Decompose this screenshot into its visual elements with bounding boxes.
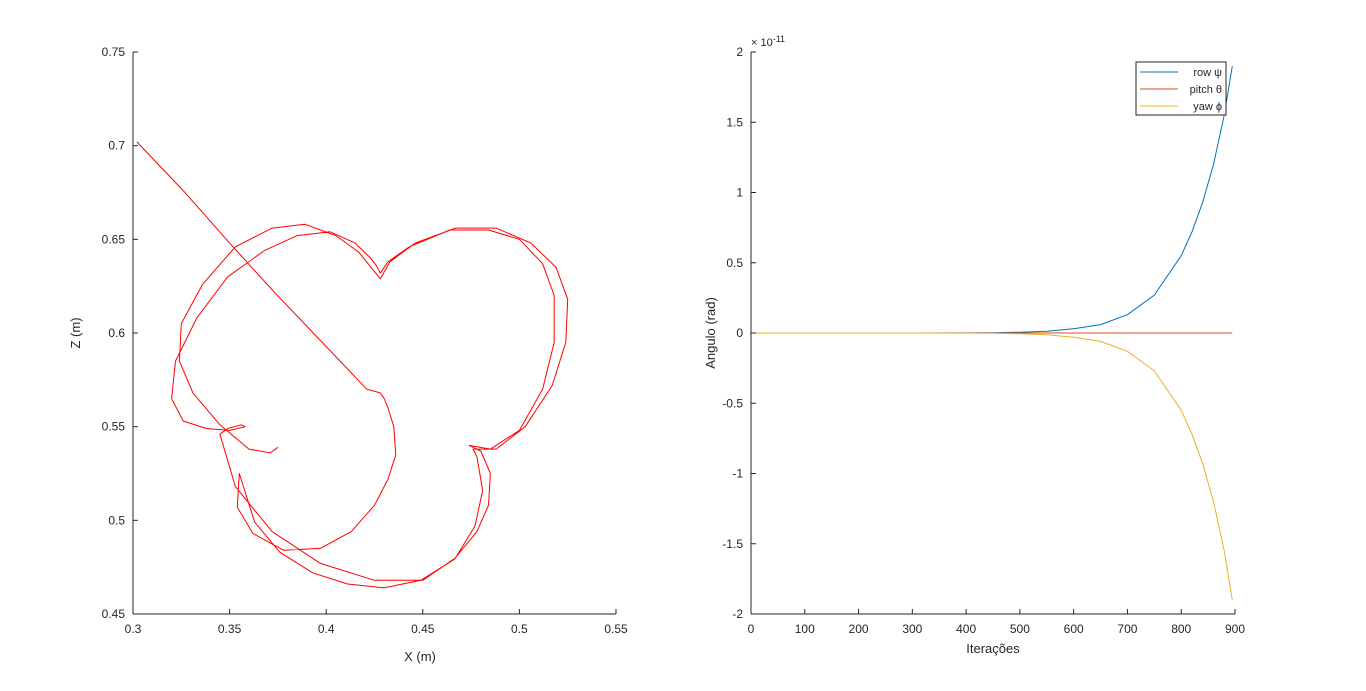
y-tick-label: -0.5 — [722, 396, 743, 410]
angle-chart: 0 100 200 300 400 500 600 700 800 900 -2 -1.5 -1 -0.5… — [703, 34, 1245, 656]
x-tick-label: 400 — [956, 622, 976, 636]
y-axis-label: Angulo (rad) — [703, 297, 718, 369]
trajectory-axes: 0.3 0.35 0.4 0.45 0.5 0.55 0.45 0.5 0.55 0.6 0.65 0… — [102, 45, 628, 636]
angle-axes: 0 100 200 300 400 500 600 700 800 900 -2 -1.5 -1 -0.5… — [722, 45, 1245, 636]
x-tick-label: 0.5 — [511, 622, 528, 636]
y-tick-label: 0.5 — [726, 256, 743, 270]
y-tick-label: 0.55 — [102, 420, 126, 434]
y-tick-label: 0.7 — [108, 139, 125, 153]
y-tick-label: 0.5 — [108, 513, 125, 527]
x-tick-label: 0.4 — [318, 622, 335, 636]
x-tick-label: 700 — [1117, 622, 1137, 636]
y-axis-label: Z (m) — [68, 317, 83, 348]
x-tick-label: 0.3 — [125, 622, 142, 636]
y-tick-label: 0.65 — [102, 232, 126, 246]
y-tick-label: -1 — [732, 467, 743, 481]
y-tick-label: 2 — [736, 45, 743, 59]
y-tick-label: 0 — [736, 326, 743, 340]
y-tick-label: 0.75 — [102, 45, 126, 59]
trajectory-plot-area — [136, 141, 569, 589]
x-tick-label: 0.45 — [411, 622, 435, 636]
series-line-2 — [751, 332, 1233, 600]
x-axis-label: Iterações — [966, 641, 1020, 656]
series-line-0 — [136, 141, 569, 589]
x-tick-label: 0 — [748, 622, 755, 636]
x-tick-label: 200 — [849, 622, 869, 636]
legend-label: row ψ — [1193, 67, 1222, 79]
x-axis-label: X (m) — [404, 649, 436, 664]
exponent-multiplier: × 10-11 — [751, 34, 785, 49]
x-tick-label: 0.35 — [218, 622, 242, 636]
y-tick-label: 1.5 — [726, 115, 743, 129]
x-tick-label: 800 — [1171, 622, 1191, 636]
x-tick-label: 500 — [1010, 622, 1030, 636]
legend: row ψ pitch θ yaw ϕ — [1135, 61, 1227, 116]
x-tick-label: 0.55 — [604, 622, 628, 636]
legend-label: pitch θ — [1190, 84, 1222, 96]
legend-label: yaw ϕ — [1193, 101, 1222, 113]
x-tick-label: 600 — [1064, 622, 1084, 636]
x-tick-label: 900 — [1225, 622, 1245, 636]
trajectory-chart: 0.3 0.35 0.4 0.45 0.5 0.55 0.45 0.5 0.55 0.6 0.65 0… — [68, 45, 628, 664]
y-tick-label: -2 — [732, 607, 743, 621]
x-tick-label: 100 — [795, 622, 815, 636]
y-tick-label: 0.45 — [102, 607, 126, 621]
x-tick-label: 300 — [902, 622, 922, 636]
y-tick-label: 0.6 — [108, 326, 125, 340]
angle-plot-area — [751, 66, 1233, 600]
y-tick-label: 1 — [736, 186, 743, 200]
y-tick-label: -1.5 — [722, 537, 743, 551]
